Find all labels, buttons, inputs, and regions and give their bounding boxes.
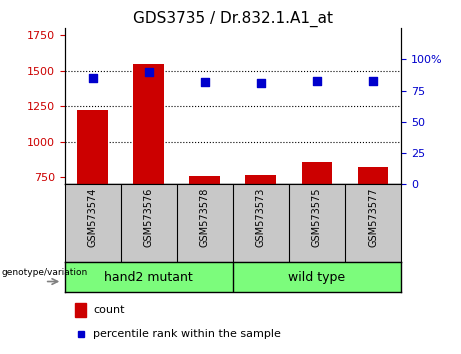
Title: GDS3735 / Dr.832.1.A1_at: GDS3735 / Dr.832.1.A1_at xyxy=(133,11,333,27)
Text: GSM573575: GSM573575 xyxy=(312,188,322,247)
Bar xyxy=(245,175,276,184)
Text: GSM573576: GSM573576 xyxy=(144,188,154,247)
Bar xyxy=(301,162,332,184)
Text: hand2 mutant: hand2 mutant xyxy=(104,270,193,284)
Bar xyxy=(77,110,108,184)
Text: genotype/variation: genotype/variation xyxy=(1,268,88,277)
Bar xyxy=(358,167,389,184)
Text: GSM573578: GSM573578 xyxy=(200,188,210,247)
Point xyxy=(89,75,96,81)
Text: percentile rank within the sample: percentile rank within the sample xyxy=(93,329,281,339)
Point xyxy=(369,78,377,84)
Point xyxy=(257,80,265,86)
Text: GSM573573: GSM573573 xyxy=(256,188,266,247)
Bar xyxy=(133,64,164,184)
Text: count: count xyxy=(93,305,124,315)
Point xyxy=(313,78,321,84)
Point xyxy=(145,69,152,75)
Text: GSM573574: GSM573574 xyxy=(88,188,98,247)
Point xyxy=(201,79,208,85)
Bar xyxy=(189,176,220,184)
Text: wild type: wild type xyxy=(289,270,345,284)
Text: GSM573577: GSM573577 xyxy=(368,188,378,247)
Bar xyxy=(75,303,86,317)
